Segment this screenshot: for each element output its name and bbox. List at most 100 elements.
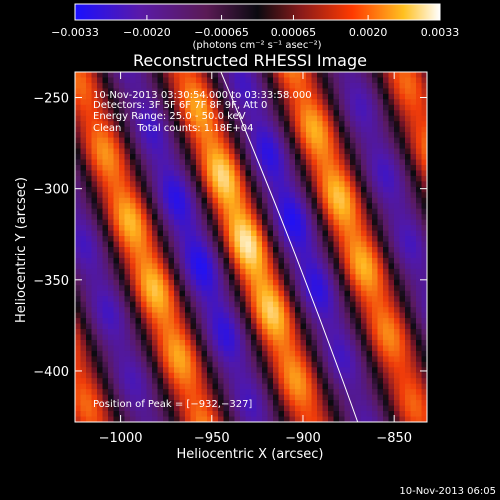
heatmap-cell [201,361,208,368]
heatmap-cell [416,186,423,193]
heatmap-cell [267,121,274,128]
heatmap-cell [361,334,368,341]
heatmap-cell [267,230,274,237]
heatmap-cell [174,208,181,215]
heatmap-cell [289,323,296,330]
heatmap-cell [119,247,126,254]
heatmap-cell [119,186,126,193]
heatmap-cell [185,192,192,199]
heatmap-cell [295,132,302,139]
heatmap-cell [300,225,307,232]
heatmap-cell [207,219,214,226]
heatmap-cell [306,203,313,210]
y-tick-label: −300 [33,183,69,198]
heatmap-cell [262,126,269,133]
heatmap-cell [163,257,170,265]
colorbar-unit-label: (photons cm⁻² s⁻¹ asec⁻²) [192,40,321,51]
heatmap-cell [245,268,252,275]
heatmap-cell [207,285,214,292]
heatmap-cell [190,400,197,407]
heatmap-cell [284,378,291,385]
heatmap-cell [201,115,208,122]
heatmap-cell [152,312,159,319]
heatmap-cell [295,301,302,308]
heatmap-cell [152,416,159,422]
heatmap-cell [295,121,302,128]
heatmap-cell [383,339,390,347]
heatmap-cell [333,82,340,90]
heatmap-cell [223,247,230,254]
heatmap-cell [306,257,313,265]
heatmap-cell [333,334,340,341]
heatmap-cell [317,263,324,270]
heatmap-cell [113,252,120,259]
heatmap-cell [377,186,384,193]
heatmap-cell [372,411,379,418]
heatmap-cell [185,214,192,221]
heatmap-cell [344,175,351,182]
heatmap-cell [377,99,384,106]
heatmap-cell [306,132,313,139]
heatmap-cell [86,93,93,100]
heatmap-cell [223,154,230,161]
heatmap-cell [267,115,274,122]
heatmap-cell [421,181,427,188]
heatmap-cell [157,268,164,275]
heatmap-cell [185,383,192,390]
heatmap-cell [295,290,302,297]
heatmap-cell [218,372,225,379]
heatmap-cell [300,345,307,352]
heatmap-cell [229,405,236,412]
heatmap-cell [86,416,93,422]
heatmap-cell [289,252,296,259]
heatmap-cell [163,268,170,275]
heatmap-cell [273,361,280,368]
heatmap-cell [306,279,313,286]
heatmap-cell [251,383,258,390]
heatmap-cell [152,279,159,286]
heatmap-cell [311,236,318,243]
heatmap-cell [284,170,291,177]
heatmap-cell [421,154,427,161]
heatmap-cell [256,372,263,379]
heatmap-cell [86,159,93,166]
heatmap-cell [201,307,208,314]
heatmap-cell [278,372,285,379]
heatmap-cell [295,268,302,275]
heatmap-cell [174,88,181,95]
heatmap-cell [207,356,214,363]
heatmap-cell [306,126,313,133]
heatmap-cell [212,77,219,84]
heatmap-cell [273,334,280,341]
heatmap-cell [366,274,373,281]
heatmap-cell [113,203,120,210]
heatmap-cell [311,241,318,248]
heatmap-cell [196,389,203,396]
heatmap-cell [388,208,395,215]
heatmap-cell [119,416,126,422]
heatmap-cell [262,285,269,292]
heatmap-cell [273,247,280,254]
heatmap-cell [421,345,427,352]
heatmap-cell [108,334,115,341]
heatmap-cell [372,274,379,281]
heatmap-cell [234,170,241,177]
heatmap-cell [141,143,148,150]
heatmap-cell [108,400,115,407]
heatmap-cell [119,279,126,286]
heatmap-cell [284,334,291,341]
heatmap-cell [234,334,241,341]
heatmap-cell [185,219,192,226]
heatmap-cell [410,110,417,117]
heatmap-cell [240,93,247,100]
heatmap-cell [185,411,192,418]
heatmap-cell [163,99,170,106]
heatmap-cell [333,214,340,221]
heatmap-cell [251,192,258,199]
heatmap-cell [119,334,126,341]
heatmap-cell [262,394,269,401]
heatmap-cell [289,312,296,319]
heatmap-cell [267,72,274,79]
heatmap-cell [124,318,131,325]
heatmap-cell [355,159,362,166]
